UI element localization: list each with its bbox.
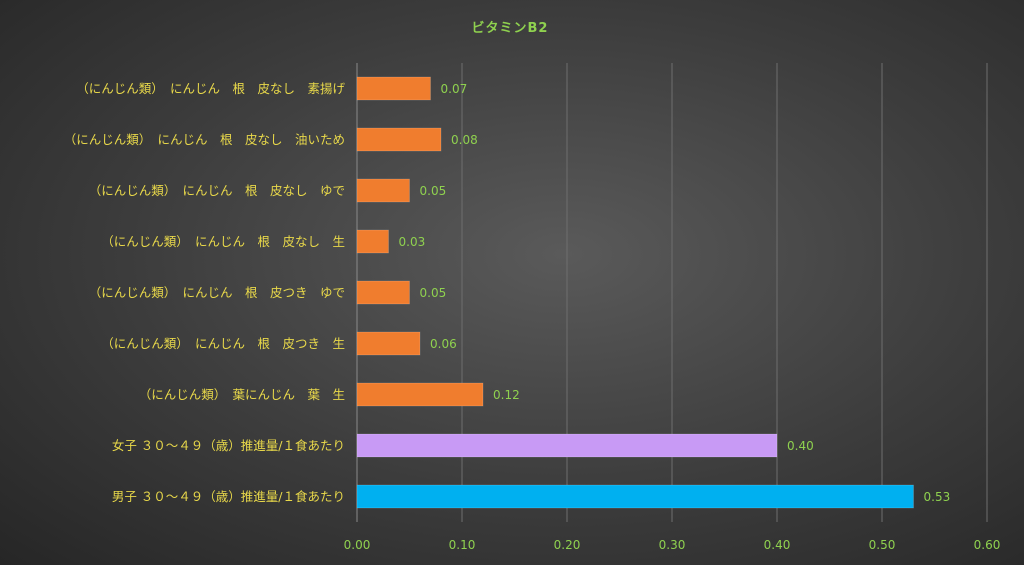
x-tick-label: 0.20 (554, 538, 581, 552)
category-label: （にんじん類） にんじん 根 皮つき 生 (101, 336, 345, 351)
bar (356, 331, 421, 356)
bar (356, 76, 431, 101)
bar (356, 178, 410, 203)
data-label: 0.07 (441, 82, 468, 96)
bars (356, 76, 914, 509)
category-label: （にんじん類） にんじん 根 皮なし 素揚げ (76, 81, 345, 96)
x-tick-label: 0.30 (659, 538, 686, 552)
category-label: （にんじん類） 葉にんじん 葉 生 (139, 387, 345, 402)
data-label: 0.05 (420, 286, 447, 300)
bar (356, 280, 410, 305)
category-label: 男子 ３０～４９（歳）推進量/１食あたり (112, 489, 345, 504)
x-tick-label: 0.50 (869, 538, 896, 552)
data-label: 0.05 (420, 184, 447, 198)
bar (356, 127, 442, 152)
category-labels: （にんじん類） にんじん 根 皮なし 素揚げ （にんじん類） にんじん 根 皮なし… (64, 81, 346, 504)
data-label: 0.12 (493, 388, 520, 402)
category-label: （にんじん類） にんじん 根 皮なし 生 (101, 234, 345, 249)
category-label: （にんじん類） にんじん 根 皮つき ゆで (89, 285, 345, 300)
bar (356, 433, 778, 458)
data-label: 0.03 (399, 235, 426, 249)
x-tick-label: 0.00 (344, 538, 371, 552)
bar (356, 484, 914, 509)
data-label: 0.53 (924, 490, 951, 504)
bar (356, 229, 389, 254)
data-label: 0.40 (787, 439, 814, 453)
category-label: 女子 ３０～４９（歳）推進量/１食あたり (112, 438, 345, 453)
data-label: 0.06 (430, 337, 457, 351)
x-tick-label: 0.40 (764, 538, 791, 552)
x-axis-ticks: 0.00 0.10 0.20 0.30 0.40 0.50 0.60 (344, 538, 1001, 552)
data-label: 0.08 (451, 133, 478, 147)
bar (356, 382, 484, 407)
category-label: （にんじん類） にんじん 根 皮なし 油いため (64, 132, 345, 147)
chart-title: ビタミンB2 (472, 20, 549, 36)
x-tick-label: 0.10 (449, 538, 476, 552)
category-label: （にんじん類） にんじん 根 皮なし ゆで (89, 183, 345, 198)
data-labels: 0.07 0.08 0.05 0.03 0.05 0.06 0.12 0.40 0.53 (399, 82, 951, 504)
x-tick-label: 0.60 (974, 538, 1001, 552)
